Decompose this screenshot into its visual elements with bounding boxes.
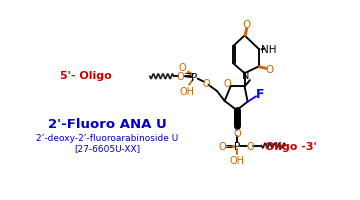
Text: NH: NH — [261, 44, 277, 54]
Text: F: F — [256, 87, 264, 100]
Text: 2'-Fluoro ANA U: 2'-Fluoro ANA U — [48, 117, 167, 130]
Text: O: O — [243, 20, 251, 30]
Text: O: O — [246, 141, 254, 151]
Text: O: O — [219, 141, 226, 151]
Text: 5'- Oligo: 5'- Oligo — [60, 71, 112, 81]
Text: O: O — [223, 79, 231, 89]
Text: O: O — [266, 64, 274, 74]
Text: P: P — [234, 141, 240, 151]
Text: O: O — [178, 63, 186, 73]
Text: =: = — [184, 70, 192, 80]
Text: O: O — [176, 72, 184, 82]
Text: O: O — [233, 129, 241, 139]
Text: [27-6605U-XX]: [27-6605U-XX] — [75, 144, 140, 153]
Text: O: O — [202, 79, 210, 89]
Text: Oligo -3': Oligo -3' — [265, 141, 317, 151]
Text: 2’-deoxy-2’-fluoroarabinoside U: 2’-deoxy-2’-fluoroarabinoside U — [36, 133, 179, 142]
Text: N: N — [242, 70, 250, 80]
Text: P: P — [192, 73, 198, 83]
Text: =: = — [225, 142, 233, 152]
Text: OH: OH — [179, 86, 194, 96]
Text: OH: OH — [229, 155, 244, 165]
